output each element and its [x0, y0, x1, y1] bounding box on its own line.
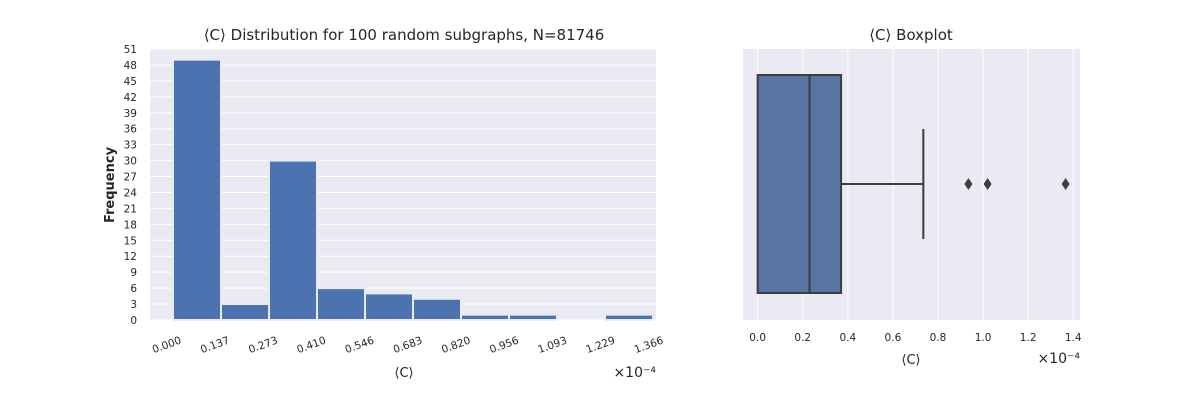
histogram-bar [172, 58, 222, 322]
histogram-y-tick-label: 15 [124, 235, 137, 247]
histogram-title: ⟨C⟩ Distribution for 100 random subgraph… [204, 26, 605, 44]
boxplot-x-tick-label: 1.2 [1020, 332, 1037, 344]
boxplot-x-tick-label: 0.2 [794, 332, 811, 344]
boxplot-panel: 0.0 0.2 0.4 0.6 0.8 1.0 1.2 1.4 ⟨C⟩ Boxplot ⟨C⟩… [743, 26, 1082, 368]
histogram-y-tick-label: 48 [124, 60, 137, 72]
histogram-y-tick-label: 39 [124, 108, 137, 120]
histogram-bars [172, 58, 654, 322]
histogram-y-tick-label: 30 [124, 156, 137, 168]
histogram-x-tick-label: 0.273 [247, 335, 279, 357]
histogram-y-tick-label: 42 [124, 92, 137, 104]
histogram-x-tick-labels: 0.000 0.137 0.273 0.410 0.546 0.683 0.820 0.956… [151, 334, 666, 356]
histogram-bar [508, 313, 558, 322]
boxplot-x-tick-labels: 0.0 0.2 0.4 0.6 0.8 1.0 1.2 1.4 [749, 332, 1082, 344]
histogram-bar [220, 303, 270, 322]
boxplot-x-offset-text: ×10⁻⁴ [1037, 351, 1080, 367]
histogram-y-axis-label: Frequency [103, 146, 118, 223]
boxplot-x-tick-label: 0.0 [749, 332, 766, 344]
boxplot-x-tick-label: 0.6 [885, 332, 902, 344]
boxplot-title: ⟨C⟩ Boxplot [869, 26, 953, 44]
histogram-x-tick-label: 1.366 [633, 334, 666, 356]
histogram-y-tick-label: 33 [124, 140, 137, 152]
histogram-y-tick-label: 24 [124, 187, 138, 199]
histogram-y-tick-label: 18 [124, 219, 137, 231]
histogram-x-tick-label: 0.683 [392, 335, 424, 357]
histogram-x-tick-label: 1.229 [584, 335, 616, 357]
histogram-x-tick-label: 0.956 [488, 334, 521, 356]
boxplot-x-tick-label: 0.8 [930, 332, 947, 344]
histogram-x-tick-label: 1.093 [536, 335, 568, 357]
histogram-y-tick-label: 45 [124, 76, 137, 88]
histogram-y-tick-label: 51 [124, 44, 137, 56]
histogram-x-axis-label: ⟨C⟩ [394, 366, 413, 381]
boxplot-box [756, 74, 843, 294]
histogram-y-tick-label: 27 [124, 172, 137, 184]
histogram-y-tick-label: 12 [124, 251, 137, 263]
histogram-y-tick-label: 36 [124, 124, 138, 136]
histogram-bar [364, 292, 414, 321]
histogram-bar [604, 313, 654, 322]
histogram-y-tick-label: 9 [130, 267, 137, 279]
histogram-x-tick-label: 0.137 [199, 335, 231, 357]
boxplot-x-tick-label: 1.0 [975, 332, 992, 344]
histogram-gridlines [150, 48, 656, 321]
histogram-bar [412, 297, 462, 321]
boxplot-elements [756, 74, 1070, 294]
histogram-x-tick-label: 0.000 [151, 335, 183, 357]
histogram-bar [316, 287, 366, 321]
boxplot-x-axis-label: ⟨C⟩ [901, 353, 920, 368]
histogram-bar [268, 159, 318, 321]
boxplot-x-tick-label: 0.4 [839, 332, 856, 344]
histogram-x-tick-label: 0.820 [440, 335, 472, 357]
histogram-y-tick-label: 0 [130, 315, 137, 327]
boxplot-x-tick-label: 1.4 [1065, 332, 1082, 344]
histogram-y-tick-label: 21 [124, 203, 137, 215]
histogram-y-tick-label: 6 [130, 283, 137, 295]
histogram-x-offset-text: ×10⁻⁴ [613, 365, 656, 381]
histogram-plot-area [150, 49, 656, 320]
histogram-y-tick-label: 3 [130, 299, 137, 311]
histogram-x-tick-label: 0.546 [343, 334, 376, 356]
histogram-x-tick-label: 0.410 [295, 335, 327, 357]
boxplot-outlier [1061, 178, 1070, 190]
histogram-bar [460, 313, 510, 322]
boxplot-outlier [983, 178, 992, 190]
boxplot-outlier [964, 178, 973, 190]
